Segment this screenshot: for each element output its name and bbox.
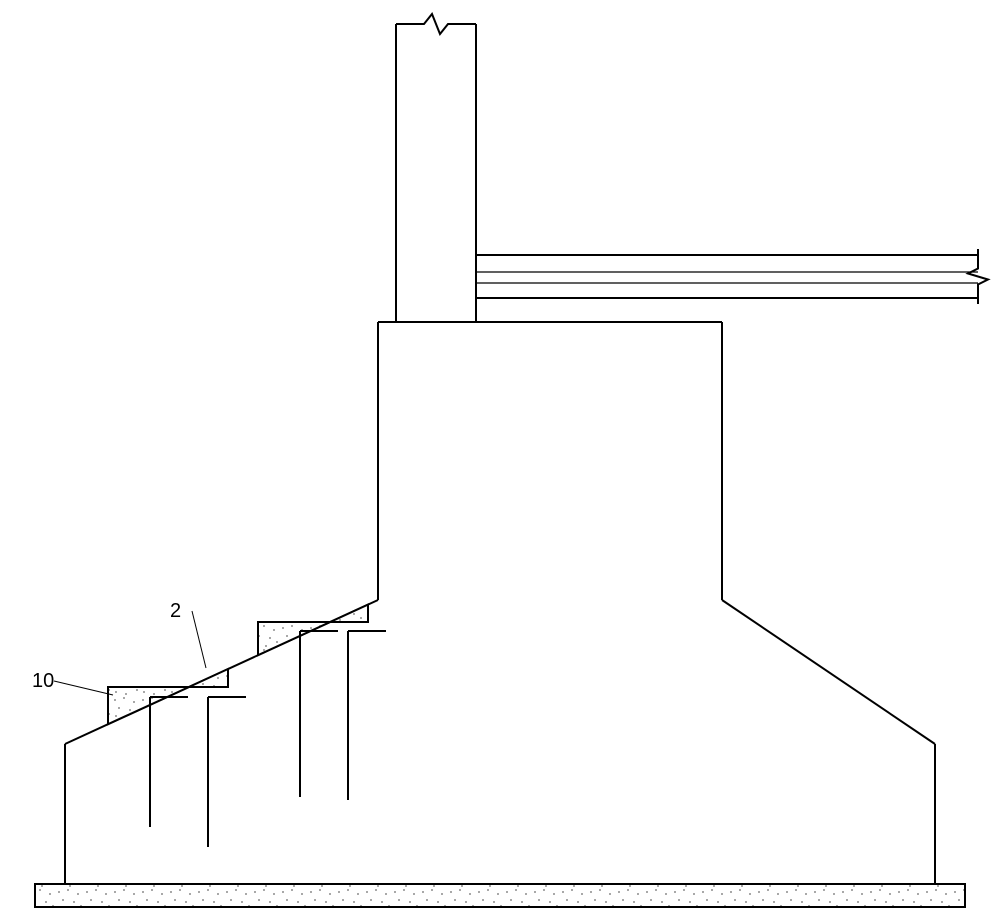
break-mark-column-top (396, 14, 476, 34)
callout-label-2: 2 (170, 600, 181, 622)
section-shapes (35, 14, 988, 907)
annotation-layer: 10 2 (32, 600, 206, 695)
step-block-2 (258, 605, 368, 656)
base-slab (35, 884, 965, 907)
callout-label-10: 10 (32, 670, 54, 692)
engineering-section-drawing: 10 2 (0, 0, 1000, 924)
break-mark-slab-right (968, 255, 988, 298)
